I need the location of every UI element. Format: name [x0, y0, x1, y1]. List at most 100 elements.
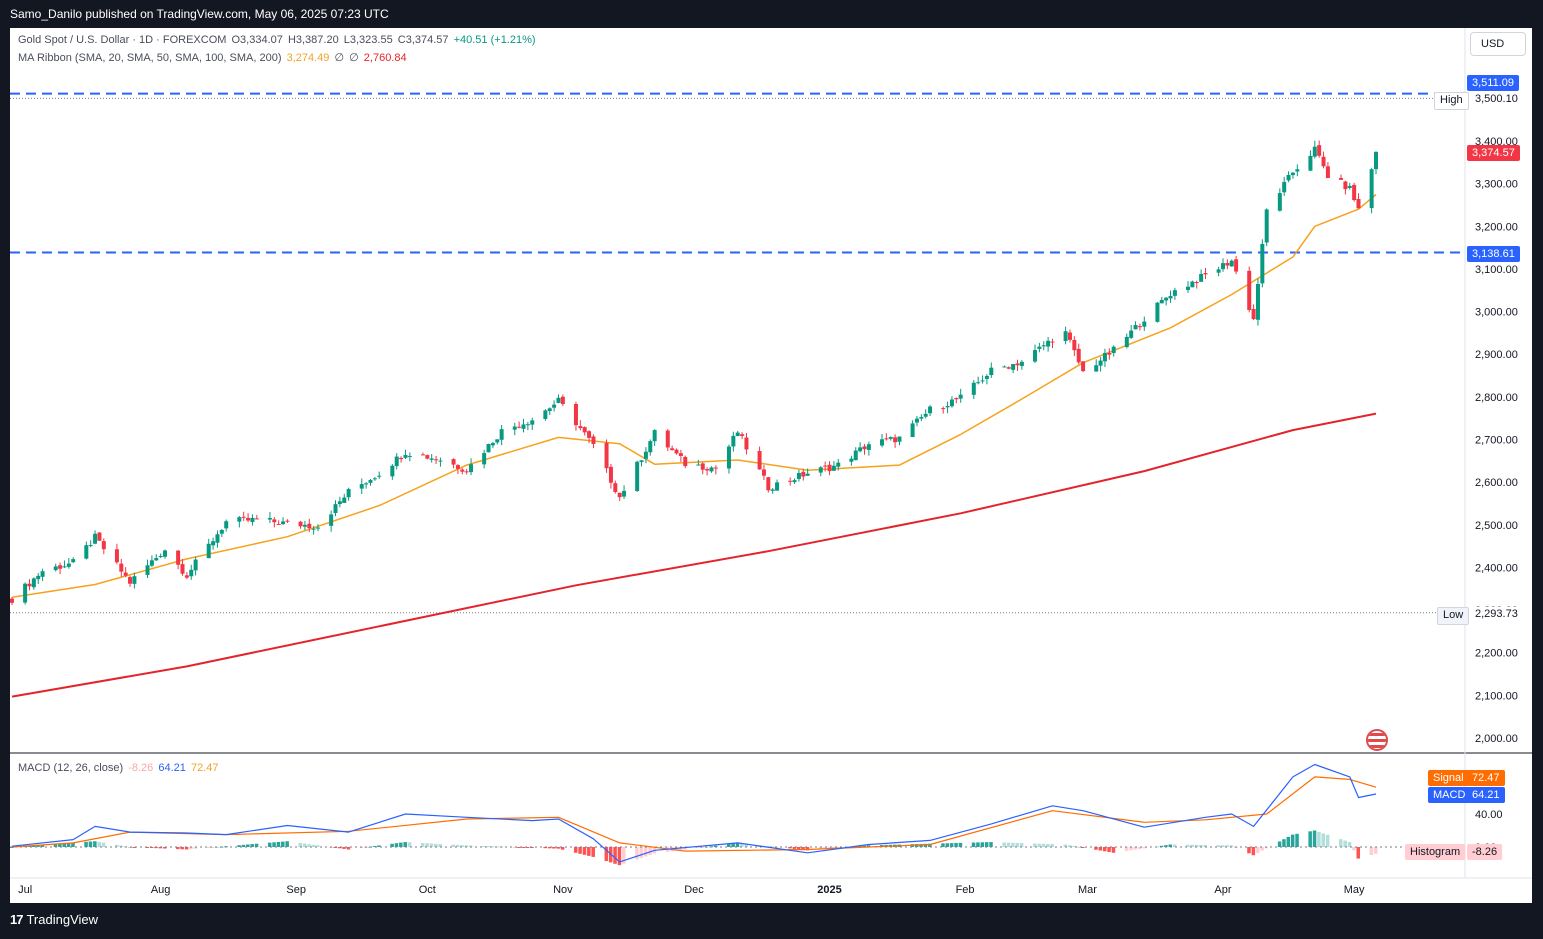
- candle-body: [451, 459, 456, 465]
- macd-histogram-bar: [1225, 845, 1229, 847]
- candle-body: [547, 408, 552, 412]
- macd-histogram-bar: [1343, 840, 1347, 847]
- macd-histogram-bar: [866, 845, 871, 847]
- candle-body: [705, 469, 710, 471]
- candle-body: [1234, 259, 1239, 272]
- candle-body: [1094, 365, 1099, 372]
- candle-body: [114, 549, 119, 563]
- tradingview-logo[interactable]: 17 TradingView: [10, 912, 98, 927]
- ohlc-open: O3,334.07: [231, 34, 283, 46]
- candle-body: [407, 456, 412, 458]
- symbol-name: Gold Spot / U.S. Dollar · 1D · FOREXCOM: [18, 34, 227, 46]
- macd-histogram-bar: [1081, 847, 1085, 848]
- support-level-tag: 3,138.61: [1467, 246, 1520, 262]
- macd-histogram-bar: [58, 843, 62, 847]
- candle-body: [163, 550, 168, 557]
- macd-histogram-bar: [1356, 847, 1361, 859]
- macd-value-tag: 64.21: [1467, 787, 1505, 803]
- candle-body: [464, 471, 469, 473]
- macd-tick-label: 40.00: [1475, 809, 1503, 821]
- tradingview-logo-icon: 17: [10, 912, 24, 927]
- candle-body: [1072, 339, 1077, 351]
- candle-body: [10, 598, 14, 603]
- candle-body: [818, 467, 823, 473]
- macd-histogram-bar: [285, 841, 289, 847]
- candle-body: [866, 444, 871, 450]
- histogram-label-tag: Histogram: [1405, 844, 1466, 860]
- macd-histogram-bar: [831, 847, 836, 849]
- candle-body: [849, 458, 854, 462]
- candle-body: [490, 443, 495, 446]
- macd-histogram-bar: [587, 847, 591, 856]
- macd-histogram-bar: [1369, 847, 1374, 855]
- macd-histogram-bar: [154, 847, 158, 849]
- candle-body: [1194, 282, 1199, 284]
- macd-histogram-bar: [1041, 843, 1046, 847]
- candle-body: [1046, 340, 1051, 347]
- candle-body: [582, 427, 587, 433]
- candle-body: [399, 457, 404, 460]
- candle-body: [1033, 350, 1037, 362]
- macd-histogram-bar: [1203, 844, 1207, 847]
- macd-histogram-bar: [622, 847, 626, 864]
- candle-body: [337, 501, 342, 505]
- us-flag-icon[interactable]: [1366, 729, 1388, 751]
- candle-body: [792, 480, 797, 483]
- macd-histogram-bar: [1050, 844, 1054, 847]
- currency-button[interactable]: USD: [1470, 32, 1526, 56]
- candle-body: [560, 396, 565, 405]
- macd-label-tag: MACD: [1428, 787, 1471, 803]
- chart-canvas[interactable]: 2,000.002,100.002,200.002,300.002,400.00…: [10, 28, 1532, 903]
- candle-body: [267, 517, 272, 520]
- candle-body: [525, 424, 530, 426]
- macd-histogram-bar: [1264, 847, 1269, 849]
- macd-histogram-bar: [801, 847, 805, 850]
- macd-histogram-bar: [1133, 847, 1138, 850]
- macd-histogram-bar: [525, 847, 530, 848]
- macd-histogram-bar: [1216, 845, 1221, 847]
- candle-body: [853, 450, 858, 461]
- macd-histogram-bar: [617, 847, 622, 866]
- candle-body: [613, 483, 618, 492]
- macd-histogram-bar: [1067, 845, 1072, 847]
- low-label-tag: Low: [1437, 607, 1470, 625]
- candle-body: [1369, 169, 1374, 209]
- price-tick-label: 2,700.00: [1475, 435, 1518, 447]
- candle-body: [495, 439, 500, 443]
- candle-body: [683, 456, 688, 467]
- candle-body: [775, 482, 780, 491]
- macd-histogram-bar: [1002, 842, 1006, 847]
- time-tick-label: 2025: [817, 884, 841, 896]
- chart-frame[interactable]: 2,000.002,100.002,200.002,300.002,400.00…: [10, 28, 1532, 903]
- histogram-value-tag: -8.26: [1467, 844, 1503, 860]
- candle-body: [1339, 177, 1344, 180]
- macd-signal-line: [11, 776, 1377, 852]
- macd-histogram-bar: [556, 847, 560, 849]
- tradingview-brand: TradingView: [26, 912, 99, 927]
- ma-value-1: 3,274.49: [286, 52, 330, 64]
- macd-histogram-bar: [971, 842, 976, 847]
- candle-body: [154, 558, 159, 561]
- candle-body: [1002, 366, 1007, 368]
- candle-body: [1107, 352, 1112, 355]
- macd-histogram-bar: [1129, 847, 1133, 851]
- macd-histogram-bar: [980, 842, 985, 847]
- candle-body: [591, 436, 596, 444]
- macd-histogram-bar: [455, 844, 460, 847]
- candle-body: [372, 478, 377, 480]
- time-tick-label: Feb: [956, 884, 975, 896]
- candle-body: [97, 532, 102, 541]
- candle-body: [941, 408, 946, 410]
- candle-body: [1347, 185, 1352, 188]
- macd-histogram-bar: [788, 847, 792, 849]
- candle-body: [469, 464, 474, 473]
- last-price-tag: 3,374.57: [1467, 145, 1520, 161]
- candle-body: [831, 465, 836, 471]
- candle-body: [643, 451, 648, 459]
- candle-body: [521, 424, 526, 429]
- candle-body: [766, 477, 771, 491]
- candle-body: [285, 520, 290, 522]
- candle-body: [1251, 309, 1256, 320]
- symbol-legend: Gold Spot / U.S. Dollar · 1D · FOREXCOM …: [18, 34, 538, 46]
- candle-body: [1142, 321, 1147, 327]
